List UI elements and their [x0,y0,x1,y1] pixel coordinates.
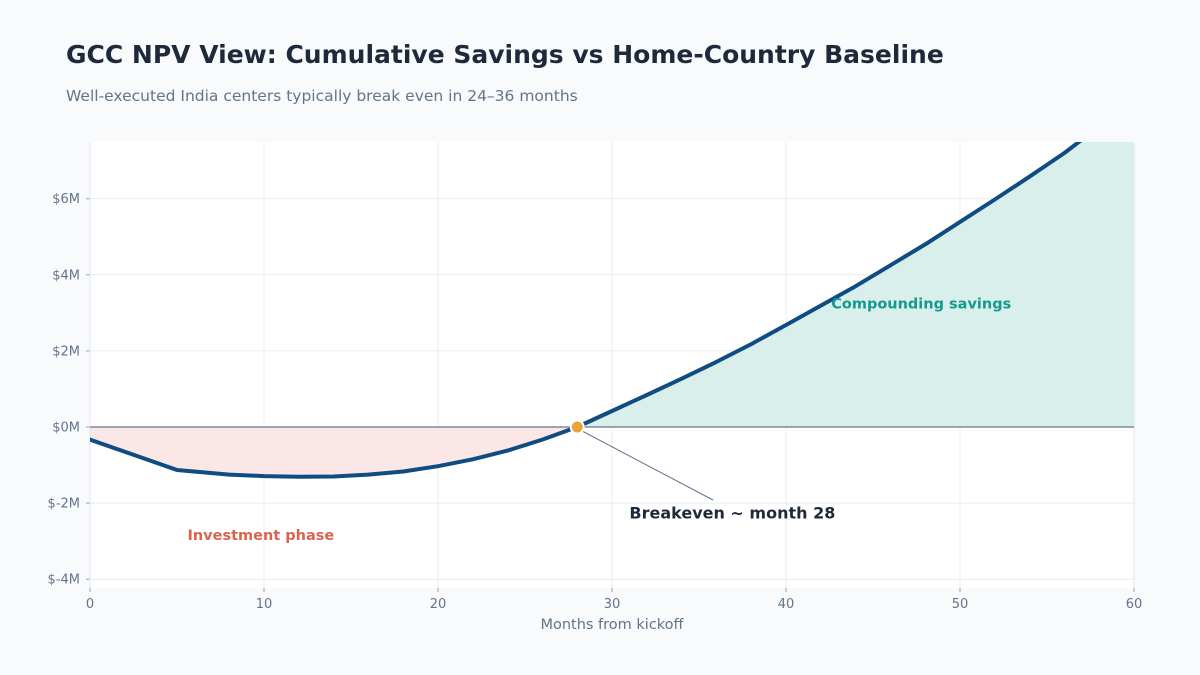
breakeven-leader-line [579,429,714,501]
y-tick-label: $-4M [48,573,80,588]
x-tick-label: 10 [256,597,273,612]
y-tick-label: $2M [52,344,80,359]
axes: 0 10 20 30 40 50 60 $-4M $-2M $0M $2M $4M $6M [48,142,1143,612]
breakeven-label: Breakeven ~ month 28 [629,504,835,523]
area-fills [90,142,1134,477]
x-tick-label: 40 [778,597,795,612]
compounding-savings-label: Compounding savings [831,296,1011,312]
x-axis-label: Months from kickoff [540,617,684,633]
x-tick-label: 50 [952,597,969,612]
series-lines [90,142,1083,479]
y-tick-label: $4M [52,268,80,283]
annotations: Breakeven ~ month 28 Compounding savings I… [187,296,1011,544]
savings-area [577,142,1134,427]
x-tick-label: 0 [86,597,94,612]
x-tick-label: 20 [430,597,447,612]
chart-subtitle: Well-executed India centers typically br… [66,87,578,105]
investment-phase-label: Investment phase [187,528,334,544]
y-tick-label: $0M [52,421,80,436]
y-tick-label: $6M [52,192,80,207]
chart-title: GCC NPV View: Cumulative Savings vs Home… [66,40,944,69]
investment-area [90,427,578,477]
cumulative-savings-line [90,142,1083,479]
x-tick-label: 60 [1126,597,1143,612]
y-tick-label: $-2M [48,497,80,512]
breakeven-marker [569,419,585,435]
x-tick-label: 30 [604,597,621,612]
